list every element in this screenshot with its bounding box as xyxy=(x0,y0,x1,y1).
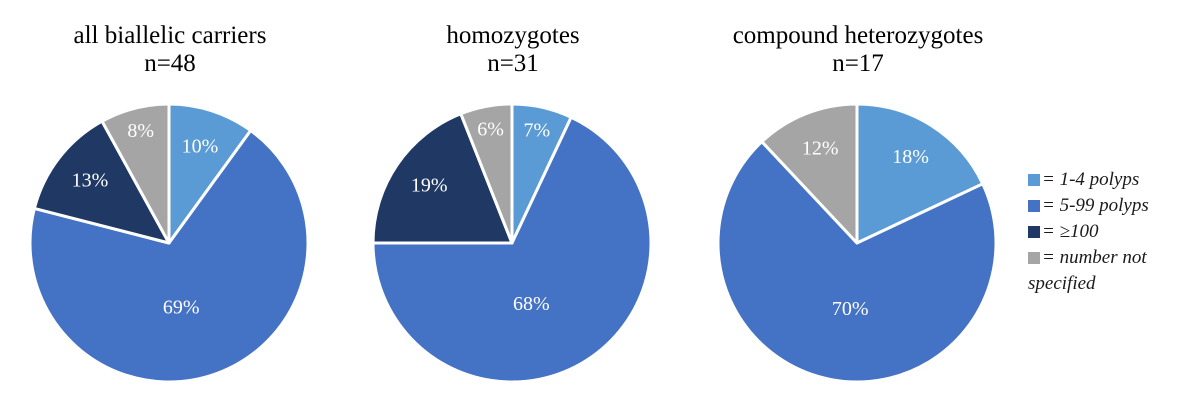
pie-3-label-number-not-specified: 12% xyxy=(802,138,839,160)
pie-1-label-ge100: 13% xyxy=(72,169,109,191)
pie-2-slice-5-99-polyps xyxy=(371,115,653,384)
pie-2-label-5-99-polyps: 68% xyxy=(513,293,550,315)
pie-chart-3: 18% 70% 12% xyxy=(716,102,998,384)
pie-2-slice-number-not-specified xyxy=(459,102,514,245)
pie-1-slice-ge100 xyxy=(32,119,171,245)
pie-3-label-1-4-polyps: 18% xyxy=(892,146,929,168)
legend-label-continuation: specified xyxy=(1028,273,1096,294)
pie-2-label-1-4-polyps: 7% xyxy=(524,119,551,141)
pie-1-label-5-99-polyps: 69% xyxy=(163,297,200,319)
pie-1-label-number-not-specified: 8% xyxy=(127,120,154,142)
legend-label-1-4: = 1-4 polyps xyxy=(1042,169,1140,190)
pie-1-label-1-4-polyps: 10% xyxy=(182,135,219,157)
legend-swatch-1-4 xyxy=(1028,174,1040,186)
pie-3-slice-5-99-polyps xyxy=(716,140,998,384)
pie-2-title-block: homozygotes n=31 xyxy=(353,22,673,78)
legend-item-5-99: = 5-99 polyps xyxy=(1028,193,1149,219)
legend-label-100: = ≥100 xyxy=(1042,221,1099,242)
pie-3-slice-1-4-polyps xyxy=(855,102,985,245)
legend-item-not-specified: = number not xyxy=(1028,245,1149,271)
pie-1-subtitle: n=48 xyxy=(144,50,196,77)
pie-3-label-5-99-polyps: 70% xyxy=(832,298,869,320)
pie-chart-2: 7% 68% 19% 6% xyxy=(371,102,653,384)
legend-item-1-4: = 1-4 polyps xyxy=(1028,167,1149,193)
legend-item-100: = ≥100 xyxy=(1028,219,1149,245)
pie-2-slice-ge100 xyxy=(371,112,514,245)
pie-2-label-number-not-specified: 6% xyxy=(477,119,504,141)
legend-swatch-not-specified xyxy=(1028,252,1040,264)
legend-swatch-100 xyxy=(1028,226,1040,238)
pie-3-title-block: compound heterozygotes n=17 xyxy=(698,22,1018,78)
legend-label-5-99: = 5-99 polyps xyxy=(1042,195,1149,216)
pie-2-title: homozygotes xyxy=(446,22,580,49)
pie-2-subtitle: n=31 xyxy=(487,50,539,77)
pie-3-subtitle: n=17 xyxy=(832,50,884,77)
pie-2-label-ge100: 19% xyxy=(411,174,448,196)
pie-chart-1: 10% 69% 13% 8% xyxy=(28,102,310,384)
legend: = 1-4 polyps = 5-99 polyps = ≥100 = numb… xyxy=(1028,167,1149,297)
pie-1-title: all biallelic carriers xyxy=(73,22,267,49)
legend-swatch-5-99 xyxy=(1028,200,1040,212)
pie-3-slice-number-not-specified xyxy=(760,102,859,245)
pie-3-title: compound heterozygotes xyxy=(732,22,984,49)
pie-1-slice-1-4-polyps xyxy=(167,102,253,245)
pie-1-slice-number-not-specified xyxy=(100,102,171,245)
legend-label-not-specified: = number not xyxy=(1042,247,1147,268)
pie-1-title-block: all biallelic carriers n=48 xyxy=(10,22,330,78)
pie-1-slice-5-99-polyps xyxy=(28,129,310,384)
